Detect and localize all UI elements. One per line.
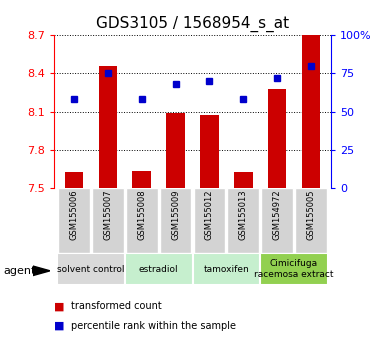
Bar xyxy=(92,188,124,253)
Text: GSM155012: GSM155012 xyxy=(205,190,214,240)
Text: Cimicifuga
racemosa extract: Cimicifuga racemosa extract xyxy=(254,259,334,279)
Polygon shape xyxy=(33,266,50,276)
Bar xyxy=(166,113,185,188)
Bar xyxy=(132,171,151,188)
Text: GSM155005: GSM155005 xyxy=(306,190,315,240)
Bar xyxy=(126,188,158,253)
Text: ■: ■ xyxy=(54,321,64,331)
Bar xyxy=(227,188,259,253)
Bar xyxy=(194,188,225,253)
Bar xyxy=(57,253,125,285)
Text: GSM155006: GSM155006 xyxy=(70,190,79,240)
Text: ■: ■ xyxy=(54,301,64,311)
Text: GSM155009: GSM155009 xyxy=(171,190,180,240)
Text: percentile rank within the sample: percentile rank within the sample xyxy=(71,321,236,331)
Bar xyxy=(268,89,286,188)
Text: tamoxifen: tamoxifen xyxy=(203,264,249,274)
Text: GSM154972: GSM154972 xyxy=(273,190,281,240)
Text: transformed count: transformed count xyxy=(71,301,162,311)
Bar xyxy=(65,172,84,188)
Text: GSM155008: GSM155008 xyxy=(137,190,146,240)
Bar xyxy=(295,188,327,253)
Text: agent: agent xyxy=(4,266,36,276)
Bar xyxy=(234,172,253,188)
Text: estradiol: estradiol xyxy=(139,264,179,274)
Text: GSM155013: GSM155013 xyxy=(239,190,248,240)
Bar xyxy=(261,188,293,253)
Bar xyxy=(125,253,192,285)
Text: GSM155007: GSM155007 xyxy=(104,190,112,240)
Bar xyxy=(99,66,117,188)
Bar xyxy=(301,35,320,188)
Bar xyxy=(58,188,90,253)
Bar xyxy=(192,253,260,285)
Text: solvent control: solvent control xyxy=(57,264,125,274)
Bar xyxy=(160,188,191,253)
Bar xyxy=(200,115,219,188)
Text: GDS3105 / 1568954_s_at: GDS3105 / 1568954_s_at xyxy=(96,16,289,32)
Bar xyxy=(260,253,328,285)
